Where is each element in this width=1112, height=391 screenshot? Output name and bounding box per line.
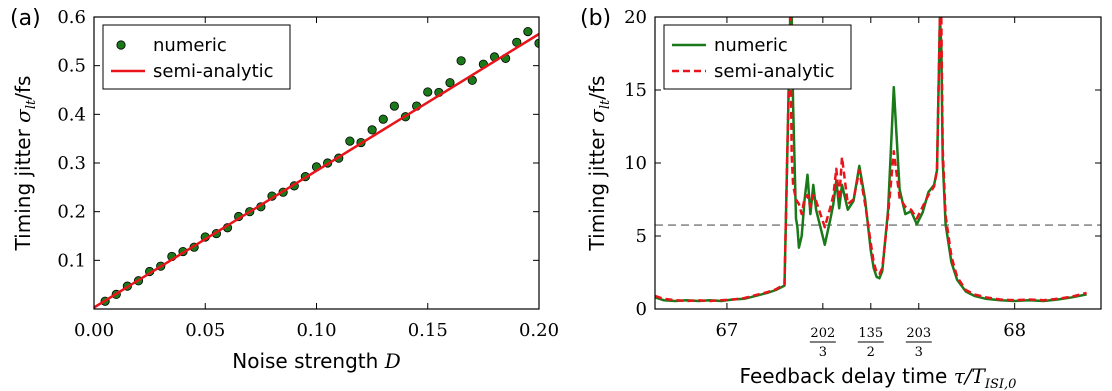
data-point xyxy=(378,114,388,124)
x-tick-label: 0.10 xyxy=(296,320,336,341)
legend-box xyxy=(102,24,291,90)
data-point xyxy=(367,125,377,135)
y-tick-label: 15 xyxy=(624,80,647,101)
legend-label: semi-analytic xyxy=(153,61,274,82)
y-tick-label: 0.6 xyxy=(57,7,86,28)
y-tick-label: 10 xyxy=(624,153,647,174)
legend-label: numeric xyxy=(714,35,788,56)
x-tick-label: 0.15 xyxy=(408,320,448,341)
x-tick-label-denominator: 3 xyxy=(915,345,923,360)
legend: numeric semi-analytic xyxy=(102,24,291,90)
y-tick-label: 0.4 xyxy=(57,104,86,125)
panel-label: (a) xyxy=(10,6,41,31)
chart-panel-b: (b) 67 202 3 135 2 203 3 68 0 5 10 15 20 Feedback dela… xyxy=(580,6,1102,391)
x-tick-label: 0.05 xyxy=(185,320,225,341)
data-point xyxy=(389,101,399,111)
y-axis-label: Timing jitter σlt/fs xyxy=(585,76,613,252)
data-point xyxy=(345,136,355,146)
x-tick-label: 68 xyxy=(1003,320,1026,341)
data-point xyxy=(456,56,466,66)
x-tick-label-numerator: 203 xyxy=(906,326,931,341)
x-axis-label: Feedback delay time τ/TISI,0 xyxy=(740,364,1017,391)
x-tick-label: 67 xyxy=(715,320,738,341)
y-tick-label: 0.3 xyxy=(57,153,86,174)
chart-panel-a: (a) 0.00 0.05 0.10 0.15 0.20 0.1 0.2 0.3 0.4 0.5 0.… xyxy=(10,6,559,373)
y-tick-label: 0 xyxy=(636,299,647,320)
panel-label: (b) xyxy=(580,6,611,31)
y-tick-label: 0.5 xyxy=(57,56,86,77)
y-tick-label: 20 xyxy=(624,7,647,28)
legend-box xyxy=(663,24,852,90)
legend-label: numeric xyxy=(153,35,227,56)
x-tick-label: 0.00 xyxy=(74,320,114,341)
y-tick-label: 0.1 xyxy=(57,250,86,271)
series-line-semi-analytic xyxy=(94,32,539,309)
legend-marker xyxy=(116,40,126,50)
x-tick-label-numerator: 202 xyxy=(810,326,835,341)
legend-label: semi-analytic xyxy=(714,61,835,82)
data-point xyxy=(423,87,433,97)
legend: numeric semi-analytic xyxy=(663,24,852,90)
data-point xyxy=(445,78,455,88)
y-tick-label: 5 xyxy=(636,226,647,247)
series-line-semi-analytic xyxy=(655,17,1087,303)
x-tick-label-numerator: 135 xyxy=(858,326,883,341)
y-tick-label: 0.2 xyxy=(57,202,86,223)
x-tick-label-denominator: 3 xyxy=(819,345,827,360)
x-tick-label-denominator: 2 xyxy=(867,345,875,360)
data-point xyxy=(523,27,533,37)
y-axis-label: Timing jitter σlt/fs xyxy=(11,76,39,252)
x-tick-label: 0.20 xyxy=(519,320,559,341)
x-axis-label: Noise strength D xyxy=(232,349,400,373)
data-layer xyxy=(655,17,1087,303)
